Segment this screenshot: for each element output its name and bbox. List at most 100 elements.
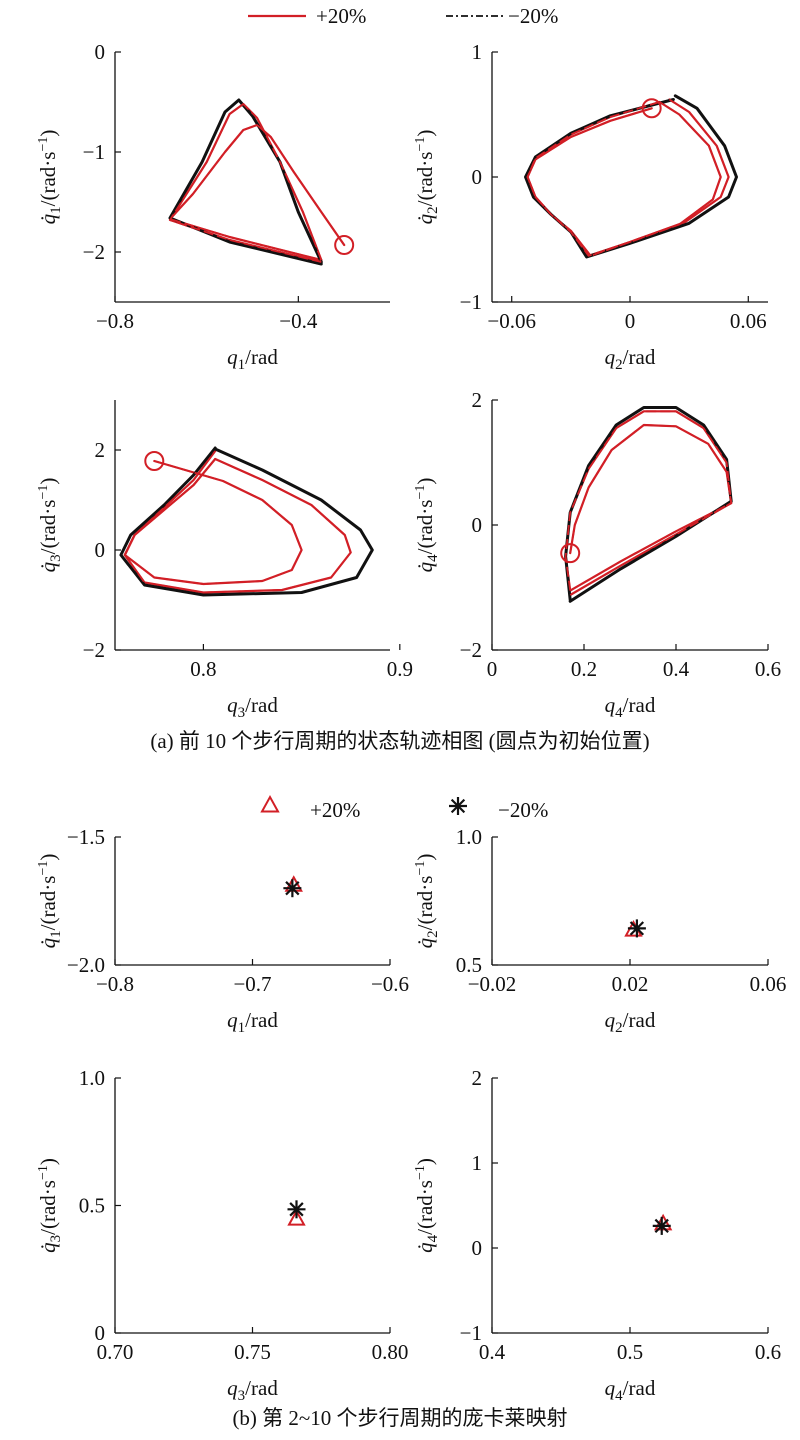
legend-b-plus20-label: +20% xyxy=(310,798,360,822)
trajectory-plus20-cycle-1 xyxy=(168,123,346,262)
panel-b4: 0.4 0.5 0.6 2 1 0 −1 q4/rad q̇4/(rad·s−1) xyxy=(413,1066,781,1404)
x-tick-label: 0 xyxy=(625,309,636,333)
y-tick-label: −1 xyxy=(460,290,482,314)
y-tick-label: 0 xyxy=(95,1321,106,1345)
legend-b-minus20-label: −20% xyxy=(498,798,548,822)
x-axis-label: q4/rad xyxy=(605,693,656,721)
panel-a3: 0.8 0.9 2 0 −2 q3/rad q̇3/(rad·s−1) xyxy=(36,400,413,721)
initial-position-marker xyxy=(560,543,581,564)
y-tick-label: 2 xyxy=(472,388,483,412)
y-tick-label: −1.5 xyxy=(67,825,105,849)
y-axis-label: q̇1/(rad·s−1) xyxy=(36,130,64,225)
legend-b-asterisk-marker xyxy=(449,797,467,815)
x-tick-label: 0.75 xyxy=(234,1340,271,1364)
x-tick-label: 0.06 xyxy=(750,972,787,996)
trajectory-plus20-overlay-1 xyxy=(123,458,303,585)
y-tick-label: 2 xyxy=(472,1066,483,1090)
x-axis-label: q4/rad xyxy=(605,1376,656,1404)
trajectory-plus20-overlay-2 xyxy=(564,410,733,596)
asterisk-stroke xyxy=(285,881,300,896)
x-tick-label: −0.8 xyxy=(96,972,134,996)
x-tick-label: 0.02 xyxy=(612,972,649,996)
trajectory-plus20-overlay-1 xyxy=(526,101,722,257)
trajectory-plus20-cycle-1 xyxy=(569,423,733,592)
trajectory-plus20-cycle-2 xyxy=(564,410,733,597)
y-tick-label: 0.5 xyxy=(456,953,482,977)
y-tick-label: 1 xyxy=(472,40,483,64)
x-tick-label: −0.02 xyxy=(468,972,517,996)
legend-b-triangle-marker xyxy=(260,795,280,813)
panel-b3: 0.70 0.75 0.80 1.0 0.5 0 q3/rad q̇3/(rad·s−1) xyxy=(36,1066,408,1404)
trajectory-plus20-overlay-2 xyxy=(123,450,352,594)
asterisk-stroke xyxy=(629,921,645,936)
trajectory-minus20-cycle-1 xyxy=(564,406,733,603)
y-tick-label: −1 xyxy=(460,1321,482,1345)
trajectory-plus20-cycle-2 xyxy=(123,449,352,594)
asterisk-stroke xyxy=(289,1202,304,1217)
poincare-point-plus20 xyxy=(287,1209,306,1226)
x-tick-label: 0.80 xyxy=(372,1340,409,1364)
y-axis-label: q̇4/(rad·s−1) xyxy=(413,478,441,573)
trajectory-plus20-overlay-1 xyxy=(569,424,733,592)
trajectory-plus20-overlay-1 xyxy=(169,124,345,261)
y-tick-label: 0 xyxy=(472,513,483,537)
legend-a-minus20-label: −20% xyxy=(508,4,558,28)
legend-triangle-shape xyxy=(260,795,280,813)
initial-position-marker xyxy=(641,98,662,119)
initial-position-marker xyxy=(144,451,165,471)
poincare-point-minus20 xyxy=(287,1200,306,1219)
y-tick-label: 1.0 xyxy=(456,825,482,849)
y-tick-label: 0 xyxy=(95,40,106,64)
y-tick-label: −2 xyxy=(83,638,105,662)
x-axis-label: q3/rad xyxy=(227,1376,278,1404)
x-tick-label: −0.06 xyxy=(487,309,536,333)
panel-a1: −0.8 −0.4 0 −1 −2 q1/rad q̇1/(rad·s−1) xyxy=(36,40,390,373)
legend-a: +20% −20% xyxy=(248,4,558,28)
y-tick-label: 0.5 xyxy=(79,1194,105,1218)
legend-asterisk-shape xyxy=(449,797,467,815)
y-axis-label: q̇2/(rad·s−1) xyxy=(413,854,441,949)
y-axis-label: q̇4/(rad·s−1) xyxy=(413,1158,441,1253)
y-axis-label: q̇3/(rad·s−1) xyxy=(36,1158,64,1253)
x-tick-label: −0.6 xyxy=(371,972,409,996)
y-tick-label: −2.0 xyxy=(67,953,105,977)
y-tick-label: −2 xyxy=(83,240,105,264)
x-tick-label: 0.70 xyxy=(97,1340,134,1364)
y-tick-label: 1 xyxy=(472,1151,483,1175)
y-tick-label: 1.0 xyxy=(79,1066,105,1090)
trajectory-plus20-overlay-2 xyxy=(526,98,730,257)
x-tick-label: 0 xyxy=(487,657,498,681)
x-tick-label: −0.8 xyxy=(96,309,134,333)
initial-position-marker xyxy=(334,235,355,255)
x-tick-label: −0.7 xyxy=(233,972,271,996)
caption-b: (b) 第 2~10 个步行周期的庞卡莱映射 xyxy=(232,1406,567,1430)
y-axis-label: q̇3/(rad·s−1) xyxy=(36,478,64,573)
trajectory-minus20-cycle-1 xyxy=(168,98,323,266)
y-tick-label: 0 xyxy=(472,1236,483,1260)
x-tick-label: 0.8 xyxy=(190,657,216,681)
poincare-point-minus20 xyxy=(283,879,302,898)
trajectory-minus20-cycle-1 xyxy=(119,446,374,597)
trajectory-plus20-cycle-1 xyxy=(526,100,722,257)
x-axis-label: q2/rad xyxy=(605,345,656,373)
poincare-point-minus20 xyxy=(627,919,646,938)
x-tick-label: 0.6 xyxy=(755,1340,781,1364)
trajectory-plus20-cycle-2 xyxy=(526,98,730,257)
x-axis-label: q1/rad xyxy=(227,1008,278,1036)
x-tick-label: −0.4 xyxy=(279,309,318,333)
x-tick-label: 0.9 xyxy=(387,657,413,681)
caption-a: (a) 前 10 个步行周期的状态轨迹相图 (圆点为初始位置) xyxy=(150,729,649,753)
legend-b: +20% −20% xyxy=(260,795,548,822)
x-tick-label: 0.06 xyxy=(730,309,767,333)
x-tick-label: 0.4 xyxy=(479,1340,506,1364)
y-tick-label: 2 xyxy=(95,438,106,462)
x-axis-label: q2/rad xyxy=(605,1008,656,1036)
legend-a-plus20-label: +20% xyxy=(316,4,366,28)
x-tick-label: 0.6 xyxy=(755,657,781,681)
y-tick-label: −2 xyxy=(460,638,482,662)
trajectory-plus20-overlay-2 xyxy=(169,103,323,263)
y-tick-label: −1 xyxy=(83,140,105,164)
